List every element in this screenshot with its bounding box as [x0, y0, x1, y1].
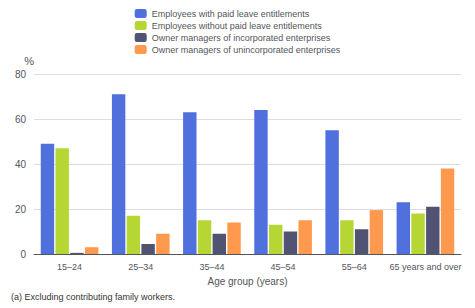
- svg-text:0: 0: [20, 249, 26, 260]
- svg-text:Employees with paid leave enti: Employees with paid leave entitlements: [152, 9, 310, 19]
- svg-text:%: %: [24, 55, 34, 67]
- svg-text:Owner managers of incorporated: Owner managers of incorporated enterpris…: [152, 33, 331, 43]
- svg-text:45–54: 45–54: [271, 262, 296, 272]
- svg-text:Employees without paid leave e: Employees without paid leave entitlement…: [152, 21, 323, 31]
- svg-text:60: 60: [15, 114, 27, 125]
- svg-text:15–24: 15–24: [57, 262, 82, 272]
- svg-text:65 years and over: 65 years and over: [389, 262, 461, 272]
- svg-text:(a) Excluding contributing fam: (a) Excluding contributing family worker…: [11, 292, 175, 302]
- svg-text:Owner managers of unincorporat: Owner managers of unincorporated enterpr…: [152, 45, 341, 55]
- svg-text:20: 20: [15, 204, 27, 215]
- svg-text:55–64: 55–64: [342, 262, 367, 272]
- svg-text:80: 80: [15, 69, 27, 80]
- svg-text:40: 40: [15, 159, 27, 170]
- svg-text:25–34: 25–34: [128, 262, 153, 272]
- svg-text:35–44: 35–44: [199, 262, 224, 272]
- svg-text:Age group (years): Age group (years): [207, 276, 287, 287]
